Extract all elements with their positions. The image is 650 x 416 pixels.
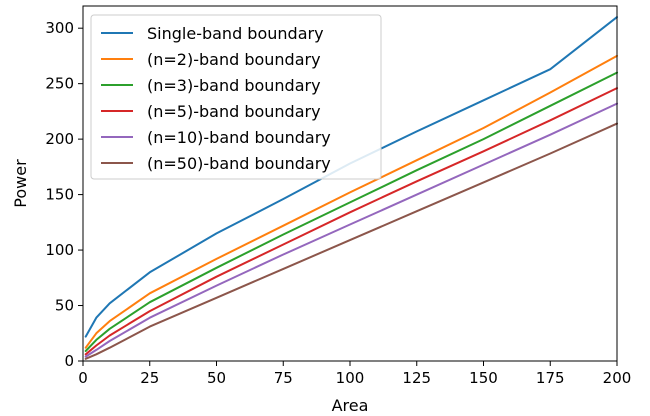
x-tick-label: 50 [207, 369, 226, 387]
y-tick-label: 200 [45, 130, 74, 148]
x-tick-label: 150 [469, 369, 498, 387]
plot-lines [84, 16, 618, 360]
y-tick-label: 150 [45, 186, 74, 204]
series-line-4 [84, 87, 618, 356]
series-line-1 [84, 16, 618, 338]
legend-label-2: (n=2)-band boundary [147, 50, 321, 69]
legend-label-6: (n=50)-band boundary [147, 154, 331, 173]
x-tick-label: 200 [603, 369, 632, 387]
legend-label-1: Single-band boundary [147, 24, 324, 43]
x-axis-ticks: 0 25 50 75 100 125 150 175 200 [78, 361, 631, 387]
y-axis-ticks: 0 50 100 150 200 250 300 [45, 19, 83, 370]
legend-box [90, 14, 382, 180]
series-line-3 [84, 71, 618, 352]
legend-label-4: (n=5)-band boundary [147, 102, 321, 121]
y-tick-label: 50 [55, 297, 74, 315]
y-tick-label: 250 [45, 75, 74, 93]
x-tick-label: 75 [274, 369, 293, 387]
legend-label-5: (n=10)-band boundary [147, 128, 331, 147]
y-tick-label: 100 [45, 241, 74, 259]
legend: Single-band boundary (n=2)-band boundary (… [90, 14, 382, 180]
x-tick-label: 0 [78, 369, 88, 387]
x-tick-label: 125 [402, 369, 431, 387]
x-tick-label: 25 [140, 369, 159, 387]
y-axis-title: Power [11, 159, 30, 208]
series-line-2 [84, 54, 618, 349]
y-tick-label: 0 [64, 352, 74, 370]
series-line-6 [84, 122, 618, 360]
y-tick-label: 300 [45, 19, 74, 37]
x-tick-label: 175 [536, 369, 565, 387]
series-line-5 [84, 102, 618, 358]
plot-frame [82, 5, 618, 362]
x-tick-label: 100 [336, 369, 365, 387]
legend-label-3: (n=3)-band boundary [147, 76, 321, 95]
x-axis-title: Area [332, 396, 369, 415]
